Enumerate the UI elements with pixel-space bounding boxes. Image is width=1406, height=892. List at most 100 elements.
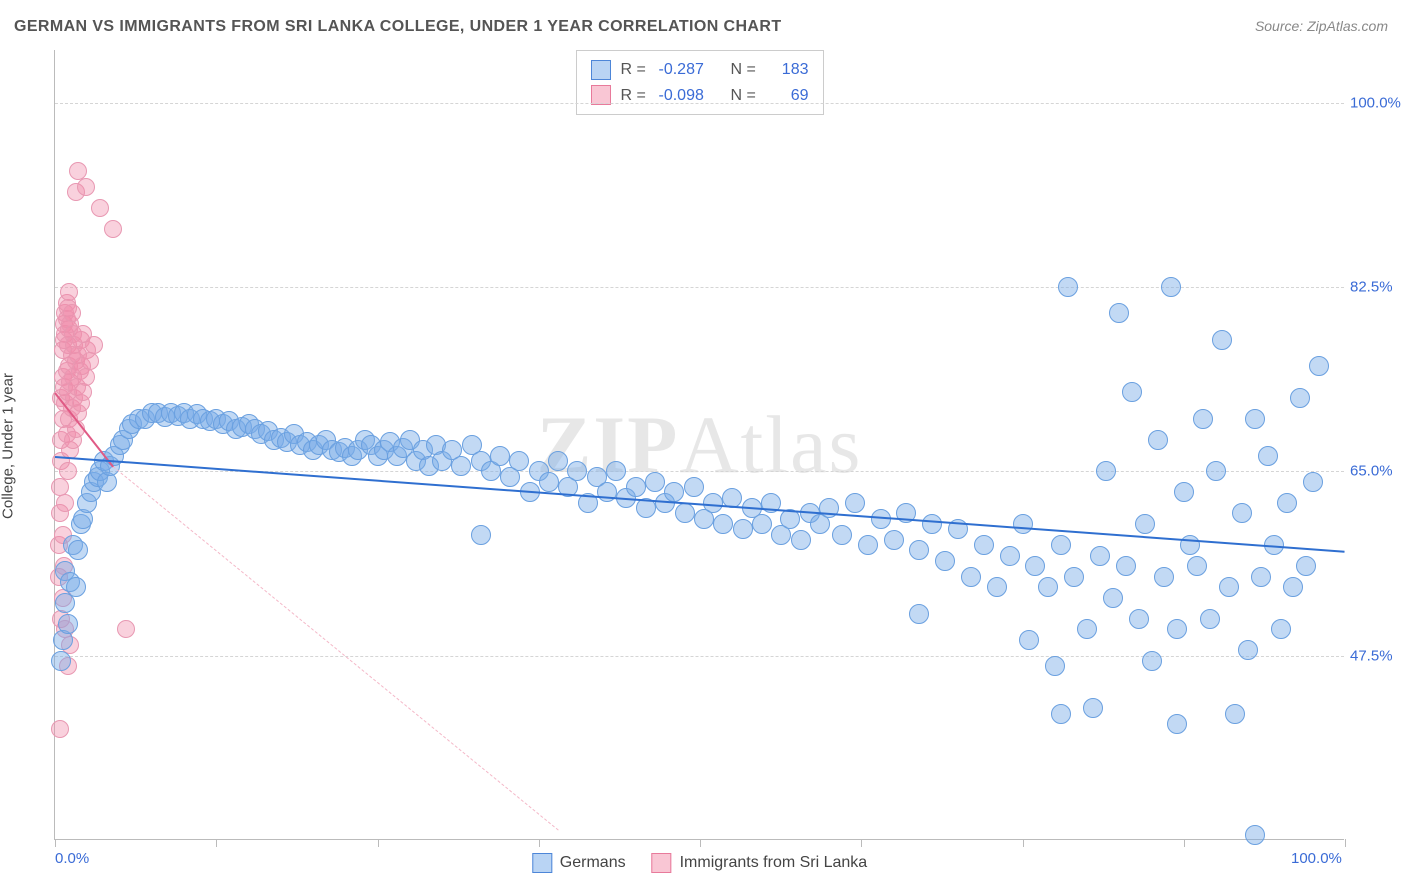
x-tick bbox=[1345, 839, 1346, 847]
legend-series: GermansImmigrants from Sri Lanka bbox=[532, 853, 867, 873]
scatter-point-germans bbox=[645, 472, 665, 492]
scatter-point-germans bbox=[1309, 356, 1329, 376]
scatter-point-sri-lanka bbox=[60, 283, 78, 301]
scatter-point-germans bbox=[858, 535, 878, 555]
scatter-point-germans bbox=[684, 477, 704, 497]
scatter-point-germans bbox=[68, 540, 88, 560]
x-tick bbox=[216, 839, 217, 847]
scatter-point-germans bbox=[1296, 556, 1316, 576]
scatter-point-germans bbox=[1193, 409, 1213, 429]
gridline bbox=[55, 103, 1344, 104]
scatter-point-germans bbox=[1000, 546, 1020, 566]
x-tick bbox=[861, 839, 862, 847]
y-tick-label: 47.5% bbox=[1350, 647, 1398, 664]
scatter-point-germans bbox=[1122, 382, 1142, 402]
scatter-point-germans bbox=[884, 530, 904, 550]
scatter-point-germans bbox=[935, 551, 955, 571]
scatter-point-sri-lanka bbox=[51, 720, 69, 738]
scatter-point-germans bbox=[675, 503, 695, 523]
n-label: N = bbox=[731, 83, 759, 109]
scatter-point-sri-lanka bbox=[56, 494, 74, 512]
legend-stats: R =-0.287N =183R =-0.098N =69 bbox=[576, 50, 824, 115]
scatter-point-germans bbox=[548, 451, 568, 471]
scatter-point-germans bbox=[1109, 303, 1129, 323]
watermark: ZIPAtlas bbox=[537, 398, 863, 492]
n-value: 183 bbox=[769, 57, 809, 83]
scatter-point-germans bbox=[1051, 704, 1071, 724]
x-tick bbox=[700, 839, 701, 847]
scatter-point-germans bbox=[974, 535, 994, 555]
scatter-point-germans bbox=[1225, 704, 1245, 724]
scatter-point-germans bbox=[51, 651, 71, 671]
scatter-point-germans bbox=[1142, 651, 1162, 671]
scatter-point-germans bbox=[664, 482, 684, 502]
scatter-point-sri-lanka bbox=[63, 304, 81, 322]
scatter-point-germans bbox=[1232, 503, 1252, 523]
scatter-point-germans bbox=[1251, 567, 1271, 587]
scatter-point-germans bbox=[567, 461, 587, 481]
scatter-point-germans bbox=[845, 493, 865, 513]
scatter-point-germans bbox=[509, 451, 529, 471]
scatter-point-germans bbox=[922, 514, 942, 534]
legend-stats-row: R = -0.098 N = 69 bbox=[591, 83, 809, 109]
scatter-point-germans bbox=[791, 530, 811, 550]
scatter-point-germans bbox=[471, 525, 491, 545]
scatter-point-germans bbox=[626, 477, 646, 497]
scatter-point-germans bbox=[1058, 277, 1078, 297]
scatter-point-germans bbox=[58, 614, 78, 634]
scatter-point-germans bbox=[1051, 535, 1071, 555]
scatter-point-germans bbox=[1103, 588, 1123, 608]
gridline bbox=[55, 287, 1344, 288]
n-value: 69 bbox=[769, 83, 809, 109]
scatter-point-germans bbox=[1283, 577, 1303, 597]
scatter-point-sri-lanka bbox=[74, 383, 92, 401]
scatter-point-sri-lanka bbox=[85, 336, 103, 354]
scatter-point-germans bbox=[1064, 567, 1084, 587]
scatter-point-germans bbox=[1271, 619, 1291, 639]
y-tick-label: 100.0% bbox=[1350, 94, 1398, 111]
scatter-point-germans bbox=[606, 461, 626, 481]
scatter-point-germans bbox=[909, 540, 929, 560]
scatter-point-sri-lanka bbox=[117, 620, 135, 638]
scatter-point-germans bbox=[909, 604, 929, 624]
scatter-point-germans bbox=[1013, 514, 1033, 534]
scatter-point-sri-lanka bbox=[59, 462, 77, 480]
scatter-point-germans bbox=[832, 525, 852, 545]
scatter-point-sri-lanka bbox=[77, 368, 95, 386]
r-label: R = bbox=[621, 83, 649, 109]
scatter-point-germans bbox=[451, 456, 471, 476]
scatter-point-germans bbox=[539, 472, 559, 492]
y-axis-label: College, Under 1 year bbox=[0, 373, 17, 519]
trend-line bbox=[113, 466, 559, 830]
scatter-point-sri-lanka bbox=[104, 220, 122, 238]
r-label: R = bbox=[621, 57, 649, 83]
scatter-point-germans bbox=[1083, 698, 1103, 718]
x-tick bbox=[378, 839, 379, 847]
x-tick bbox=[539, 839, 540, 847]
scatter-point-germans bbox=[1167, 714, 1187, 734]
scatter-point-germans bbox=[1038, 577, 1058, 597]
scatter-point-germans bbox=[1116, 556, 1136, 576]
scatter-point-germans bbox=[1206, 461, 1226, 481]
correlation-chart: GERMAN VS IMMIGRANTS FROM SRI LANKA COLL… bbox=[0, 0, 1406, 892]
scatter-point-germans bbox=[733, 519, 753, 539]
n-label: N = bbox=[731, 57, 759, 83]
chart-source: Source: ZipAtlas.com bbox=[1255, 18, 1388, 34]
scatter-point-germans bbox=[1303, 472, 1323, 492]
trend-line bbox=[55, 456, 1345, 553]
scatter-point-germans bbox=[1025, 556, 1045, 576]
scatter-point-germans bbox=[961, 567, 981, 587]
scatter-point-germans bbox=[1174, 482, 1194, 502]
scatter-point-germans bbox=[1245, 409, 1265, 429]
scatter-point-germans bbox=[1187, 556, 1207, 576]
scatter-point-germans bbox=[1045, 656, 1065, 676]
scatter-point-germans bbox=[1277, 493, 1297, 513]
scatter-point-germans bbox=[66, 577, 86, 597]
scatter-point-germans bbox=[597, 482, 617, 502]
y-tick-label: 82.5% bbox=[1350, 279, 1398, 296]
scatter-point-germans bbox=[1290, 388, 1310, 408]
scatter-point-germans bbox=[1258, 446, 1278, 466]
r-value: -0.098 bbox=[659, 83, 721, 109]
scatter-point-germans bbox=[490, 446, 510, 466]
scatter-point-germans bbox=[752, 514, 772, 534]
